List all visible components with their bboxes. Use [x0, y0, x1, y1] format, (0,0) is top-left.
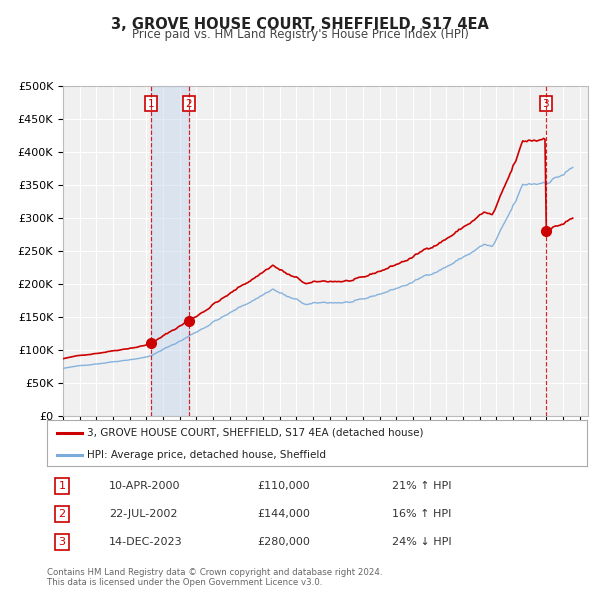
Text: £280,000: £280,000 — [257, 537, 310, 547]
Text: 2: 2 — [185, 99, 192, 109]
Text: 22-JUL-2002: 22-JUL-2002 — [109, 509, 178, 519]
Text: £110,000: £110,000 — [257, 481, 310, 491]
Text: 10-APR-2000: 10-APR-2000 — [109, 481, 181, 491]
Text: 3: 3 — [542, 99, 549, 109]
Text: 3, GROVE HOUSE COURT, SHEFFIELD, S17 4EA (detached house): 3, GROVE HOUSE COURT, SHEFFIELD, S17 4EA… — [88, 428, 424, 438]
Text: 3, GROVE HOUSE COURT, SHEFFIELD, S17 4EA: 3, GROVE HOUSE COURT, SHEFFIELD, S17 4EA — [111, 17, 489, 31]
Text: 1: 1 — [58, 481, 65, 491]
Text: 24% ↓ HPI: 24% ↓ HPI — [392, 537, 452, 547]
Text: Contains HM Land Registry data © Crown copyright and database right 2024.: Contains HM Land Registry data © Crown c… — [47, 568, 382, 576]
Text: 2: 2 — [58, 509, 65, 519]
Text: This data is licensed under the Open Government Licence v3.0.: This data is licensed under the Open Gov… — [47, 578, 322, 587]
Text: 16% ↑ HPI: 16% ↑ HPI — [392, 509, 452, 519]
Text: 14-DEC-2023: 14-DEC-2023 — [109, 537, 182, 547]
Bar — [151, 86, 189, 416]
Text: 3: 3 — [58, 537, 65, 547]
Text: HPI: Average price, detached house, Sheffield: HPI: Average price, detached house, Shef… — [88, 450, 326, 460]
Text: 1: 1 — [148, 99, 154, 109]
Text: 21% ↑ HPI: 21% ↑ HPI — [392, 481, 452, 491]
Text: Price paid vs. HM Land Registry's House Price Index (HPI): Price paid vs. HM Land Registry's House … — [131, 28, 469, 41]
Text: £144,000: £144,000 — [257, 509, 310, 519]
